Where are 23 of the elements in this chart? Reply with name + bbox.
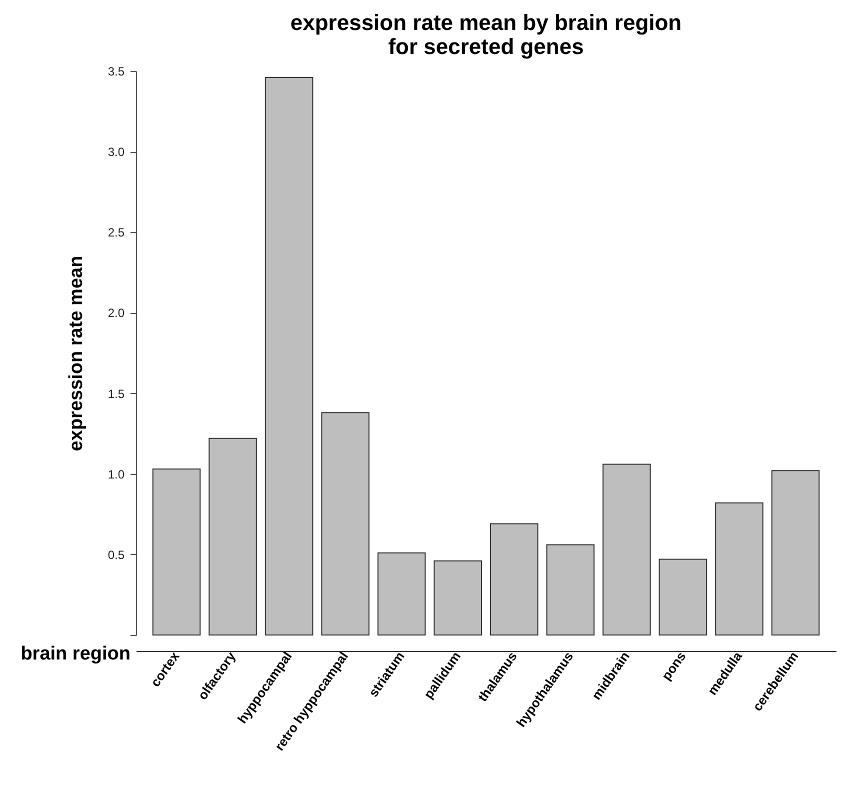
- bar: [377, 552, 426, 636]
- x-axis-title: brain region: [20, 644, 130, 664]
- bar: [602, 464, 651, 636]
- y-tick-label: 3.0: [108, 145, 125, 160]
- bar: [490, 523, 538, 636]
- bar: [546, 544, 595, 636]
- bar: [208, 438, 257, 636]
- bar: [771, 470, 820, 636]
- y-tick-label: 0.5: [108, 548, 125, 562]
- y-tick-label: 2.0: [108, 306, 125, 320]
- bar: [321, 412, 370, 636]
- y-tick-label: 3.5: [108, 64, 125, 78]
- bar: [658, 558, 708, 636]
- bar: [152, 468, 201, 636]
- y-axis-title: expression rate mean: [66, 256, 87, 452]
- text: expression rate mean by brain region: [290, 10, 682, 35]
- bar: [264, 76, 314, 636]
- y-tick-label: 1.0: [108, 467, 125, 482]
- y-tick-label: 1.5: [108, 386, 125, 401]
- text: for secreted genes: [388, 34, 584, 59]
- bar: [434, 560, 482, 636]
- bar: [715, 502, 764, 636]
- y-tick-label: 2.5: [108, 226, 125, 240]
